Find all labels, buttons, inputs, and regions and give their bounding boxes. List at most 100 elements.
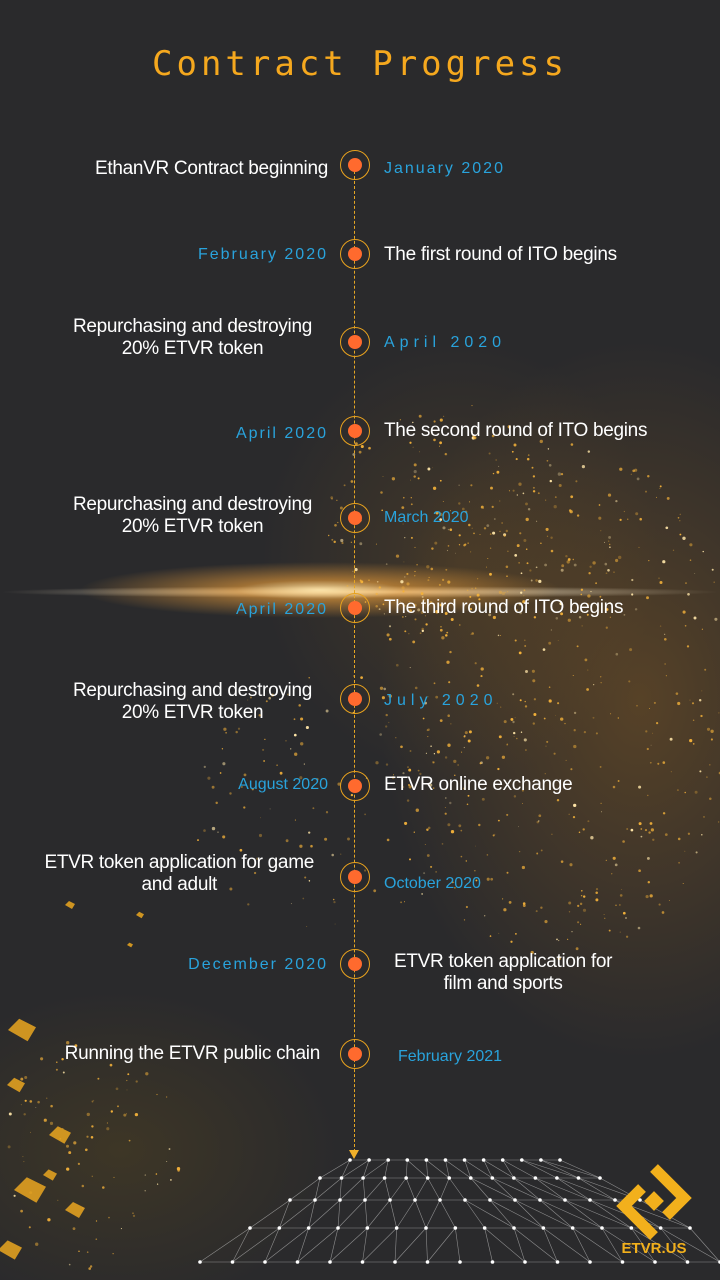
grid-line [389,1199,397,1229]
grid-node [490,1176,495,1180]
sparkle [488,452,491,455]
sparkle [647,794,649,797]
sparkle [679,520,681,522]
sparkle [435,695,439,699]
logo-text: ETVR.US [621,1240,687,1257]
sparkle [486,524,490,527]
sparkle [570,768,573,771]
sparkle [469,551,472,553]
sparkle [447,823,451,827]
grid-line [535,1177,566,1201]
sparkle [395,554,400,558]
sparkle [427,696,429,698]
sparkle [459,624,461,626]
sparkle [229,792,232,795]
grid-node [588,1260,592,1264]
grid-line [314,1177,342,1201]
sparkle [112,1253,114,1255]
sparkle [380,491,383,494]
sparkle [435,610,439,614]
sparkle [709,797,712,800]
gold-flake [136,911,144,919]
sparkle [701,628,704,630]
sparkle [698,699,702,702]
timeline-node [340,949,370,979]
sparkle [486,854,489,856]
sparkle [605,626,608,629]
sparkle [582,908,587,912]
sparkle [445,634,448,637]
sparkle [684,624,687,627]
sparkle [560,860,564,863]
node-dot [348,247,362,261]
sparkle [379,686,384,690]
sparkle [564,722,566,725]
sparkle [487,558,489,559]
sparkle [304,876,307,879]
sparkle [704,668,707,671]
sparkle [446,549,449,552]
sparkle [436,750,440,754]
sparkle [303,763,305,765]
sparkle [86,1251,89,1253]
sparkle [427,467,431,471]
sparkle [465,860,468,862]
sparkle [334,523,337,527]
grid-line [556,1177,591,1201]
sparkle [498,735,502,739]
grid-line [543,1227,558,1263]
sparkle [229,887,233,891]
sparkle [241,786,243,788]
gold-flake [49,1126,71,1144]
sparkle [24,1099,27,1102]
sparkle [521,865,526,870]
grid-node [248,1226,252,1230]
sparkle [488,613,492,617]
sparkle [662,761,666,764]
sparkle [413,470,417,474]
sparkle [699,770,702,773]
sparkle [522,902,526,905]
sparkle [217,831,219,833]
grid-line [514,1199,544,1229]
sparkle [700,714,703,718]
sparkle [480,675,483,678]
sparkle [402,590,405,593]
grid-line [297,1227,309,1263]
sparkle [575,480,578,483]
sparkle [412,640,416,644]
node-ring [340,1039,370,1069]
sparkle [404,537,406,539]
event-date: December 2020 [188,956,328,973]
sparkle [293,733,297,737]
sparkle [623,510,626,513]
sparkle [557,639,559,641]
sparkle [258,714,261,717]
sparkle [402,772,405,775]
sparkle [611,873,613,875]
sparkle [498,465,500,467]
sparkle [565,554,568,558]
grid-line [513,1177,566,1201]
sparkle [648,831,651,834]
sparkle [211,785,215,789]
grid-node [482,1226,487,1230]
sparkle [659,485,662,488]
sparkle [575,947,579,951]
sparkle [518,562,520,564]
sparkle [482,508,484,509]
sparkle [573,711,577,715]
sparkle [471,405,473,407]
grid-node [443,1158,448,1162]
grid-node [360,1260,365,1264]
timeline-axis [354,166,355,1152]
sparkle [636,477,640,481]
sparkle [492,834,495,837]
sparkle [383,613,386,615]
sparkle [406,799,410,802]
sparkle [489,935,492,937]
sparkle [568,901,572,905]
sparkle [40,1057,44,1061]
sparkle [308,880,311,882]
sparkle [587,669,589,671]
